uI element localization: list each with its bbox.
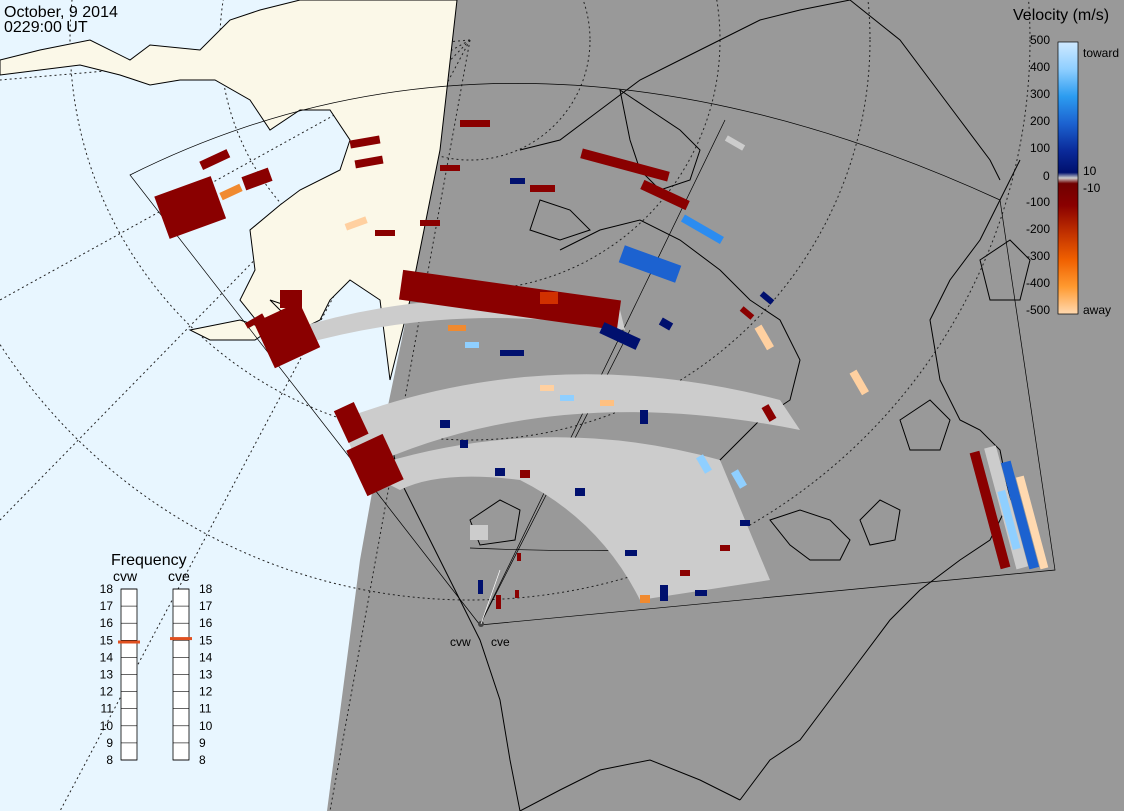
frequency-level-right: 11 xyxy=(199,702,212,716)
map-time: 0229:00 UT xyxy=(4,19,88,36)
frequency-marker-cve xyxy=(170,637,192,641)
frequency-level-left: 13 xyxy=(100,668,114,682)
frequency-level-left: 11 xyxy=(101,702,114,716)
velocity-tick-label: 100 xyxy=(1030,141,1050,155)
velocity-tick-label: -400 xyxy=(1026,276,1050,290)
frequency-level-right: 12 xyxy=(199,685,213,699)
velocity-tick-label: 10 xyxy=(1083,164,1097,178)
frequency-marker-cvw xyxy=(118,640,140,644)
frequency-level-left: 8 xyxy=(106,753,113,767)
velocity-colorbar-gradient xyxy=(1057,41,1079,315)
frequency-level-right: 18 xyxy=(199,582,213,596)
velocity-tick-label: 500 xyxy=(1030,33,1050,47)
frequency-level-left: 17 xyxy=(100,599,114,613)
velocity-toward-label: toward xyxy=(1083,46,1119,60)
frequency-radar-cvw-label: cvw xyxy=(113,568,138,584)
frequency-level-right: 10 xyxy=(199,719,213,733)
frequency-panel: Frequency cvw cve 18 18 17 17 16 16 15 15 14 14 13… xyxy=(100,552,213,767)
frequency-level-right: 15 xyxy=(199,633,213,647)
velocity-tick-label: -100 xyxy=(1026,195,1050,209)
frequency-level-left: 18 xyxy=(100,582,114,596)
frequency-level-left: 10 xyxy=(100,719,114,733)
frequency-level-right: 9 xyxy=(199,736,206,750)
map-date: October, 9 2014 xyxy=(4,4,118,21)
velocity-tick-label: 400 xyxy=(1030,60,1050,74)
frequency-level-left: 9 xyxy=(106,736,113,750)
frequency-level-left: 15 xyxy=(100,633,114,647)
velocity-tick-label: -10 xyxy=(1083,181,1101,195)
frequency-level-right: 17 xyxy=(199,599,213,613)
frequency-title: Frequency xyxy=(111,552,187,569)
cvw-site-label: cvw xyxy=(450,635,471,649)
frequency-level-right: 13 xyxy=(199,668,213,682)
frequency-level-right: 14 xyxy=(199,650,213,664)
frequency-level-left: 12 xyxy=(100,685,114,699)
velocity-tick-label: 200 xyxy=(1030,114,1050,128)
frequency-level-left: 14 xyxy=(100,650,114,664)
radar-sites: cvw cve xyxy=(450,553,521,649)
velocity-tick-label: -500 xyxy=(1026,303,1050,317)
velocity-colorbar: Velocity (m/s) 500400300200100100-10-100… xyxy=(1013,7,1119,317)
velocity-cells xyxy=(154,120,1049,603)
frequency-level-right: 8 xyxy=(199,753,206,767)
frequency-radar-cve-label: cve xyxy=(168,568,190,584)
frequency-level-right: 16 xyxy=(199,616,213,630)
velocity-tick-label: 300 xyxy=(1030,87,1050,101)
velocity-tick-label: -200 xyxy=(1026,222,1050,236)
cve-site-label: cve xyxy=(491,635,510,649)
night-land-outlines xyxy=(384,0,1031,811)
velocity-away-label: away xyxy=(1083,303,1111,317)
velocity-colorbar-title: Velocity (m/s) xyxy=(1013,7,1109,24)
frequency-level-left: 16 xyxy=(100,616,114,630)
velocity-tick-label: 0 xyxy=(1043,169,1050,183)
velocity-tick-label: -300 xyxy=(1026,249,1050,263)
